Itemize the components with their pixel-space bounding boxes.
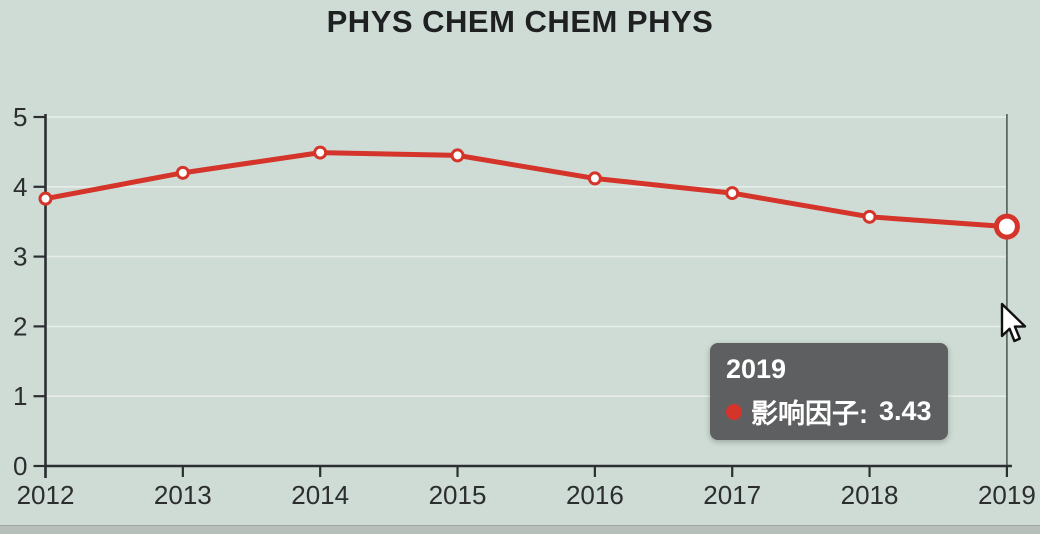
x-tick-label: 2016 bbox=[566, 480, 624, 510]
tooltip-series-row: 影响因子: 3.43 bbox=[726, 392, 932, 431]
data-point[interactable] bbox=[38, 191, 53, 206]
tooltip: 2019 影响因子: 3.43 bbox=[710, 343, 948, 440]
x-tick-label: 2014 bbox=[291, 480, 349, 510]
mouse-cursor-icon bbox=[1000, 302, 1027, 343]
data-points bbox=[38, 145, 1020, 240]
y-tick-label: 1 bbox=[13, 381, 27, 411]
tooltip-value: 3.43 bbox=[879, 396, 932, 427]
chart-title: PHYS CHEM CHEM PHYS bbox=[326, 4, 714, 39]
series-line bbox=[43, 150, 1010, 230]
bottom-edge-strip bbox=[0, 525, 1040, 534]
y-tick-label: 2 bbox=[13, 311, 27, 341]
data-point[interactable] bbox=[175, 165, 190, 180]
y-tick-label: 3 bbox=[13, 242, 27, 272]
tooltip-series-label: 影响因子: bbox=[751, 399, 868, 430]
series-marker-dot-icon bbox=[726, 403, 742, 420]
data-point[interactable] bbox=[862, 209, 877, 224]
y-tick-label: 0 bbox=[13, 451, 27, 481]
axes: 0 1 2 3 4 5 2012 2013 2014 2015 2016 2017 2018 2019 bbox=[13, 102, 1036, 510]
y-tick-label: 4 bbox=[13, 172, 27, 202]
x-tick-label: 2015 bbox=[429, 480, 487, 510]
x-tick-label: 2017 bbox=[703, 480, 761, 510]
y-tick-label: 5 bbox=[13, 102, 27, 132]
x-tick-label: 2012 bbox=[17, 480, 75, 510]
x-tick-label: 2018 bbox=[841, 480, 899, 510]
data-point-highlighted[interactable] bbox=[993, 213, 1020, 240]
data-point[interactable] bbox=[450, 148, 465, 163]
x-tick-label: 2019 bbox=[978, 480, 1036, 510]
data-point[interactable] bbox=[725, 186, 740, 201]
data-point[interactable] bbox=[313, 145, 328, 160]
data-point[interactable] bbox=[587, 171, 602, 186]
x-tick-label: 2013 bbox=[154, 480, 212, 510]
tooltip-year: 2019 bbox=[726, 354, 787, 384]
